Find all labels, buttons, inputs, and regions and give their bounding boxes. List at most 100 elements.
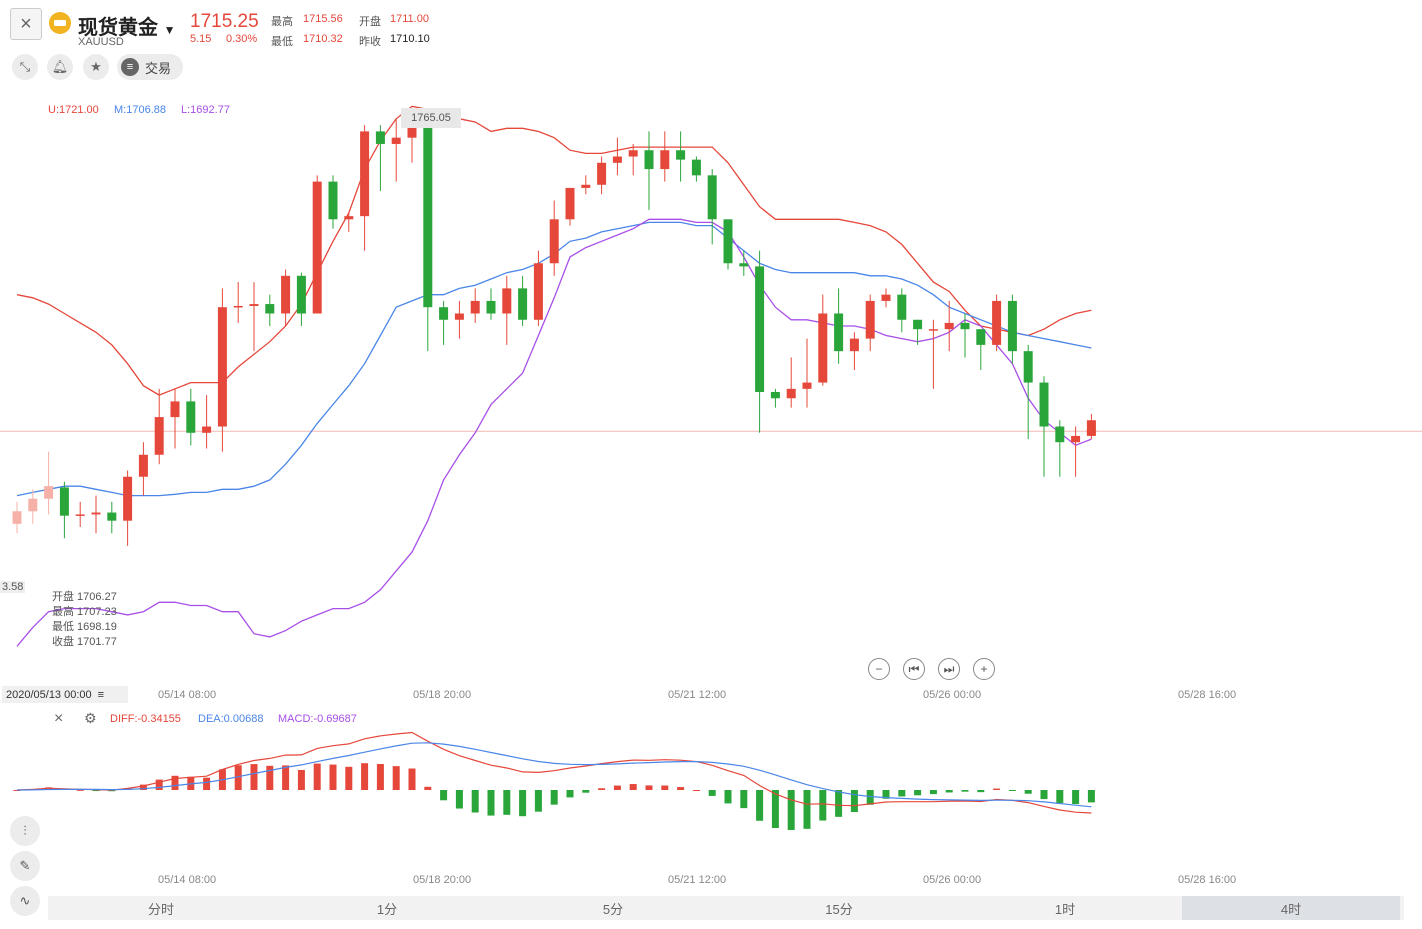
macd-bar [139, 784, 147, 790]
macd-bar [882, 790, 890, 799]
macd-bar [345, 766, 353, 790]
candle-body [518, 288, 528, 320]
macd-bar [787, 790, 795, 830]
high-value: 1715.56 [303, 13, 343, 25]
macd-bar [361, 763, 369, 790]
crosshair-price-label: 3.58 [0, 581, 26, 593]
candle-body [913, 319, 923, 330]
candle-body [375, 131, 385, 144]
scroll-start-button[interactable]: ⏮︎ [903, 658, 925, 680]
boll-lower-label: L:1692.77 [181, 104, 230, 116]
candle-body [581, 184, 591, 188]
macd-bar [519, 790, 527, 817]
macd-bar [203, 777, 211, 790]
max-price-label: 1765.05 [401, 108, 461, 128]
x-tick: 05/21 12:00 [668, 689, 727, 701]
candle-body [217, 307, 227, 427]
boll-lower-line [16, 218, 1092, 647]
candle-body [992, 300, 1002, 345]
expand-icon[interactable]: ⤡ [12, 54, 38, 80]
period-tab-3[interactable]: 15分 [825, 901, 853, 917]
trade-button[interactable]: ≡ 交易 [117, 54, 183, 80]
period-tab-0[interactable]: 分时 [147, 901, 174, 917]
macd-bar [471, 790, 479, 813]
candle-body [470, 300, 480, 314]
macd-bar [1024, 790, 1032, 794]
bell-icon[interactable]: 🔔︎ [47, 54, 73, 80]
macd-diff-label: DIFF:-0.34155 [110, 713, 181, 725]
prev-close-label: 昨收 [359, 36, 381, 48]
candle-body [138, 454, 148, 477]
menu-icon: ≡ [97, 688, 105, 701]
candle-body [439, 307, 449, 320]
boll-upper-line [16, 105, 1092, 396]
macd-bar [329, 764, 337, 790]
macd-bar [661, 785, 669, 790]
period-tab-1[interactable]: 1分 [376, 901, 398, 917]
macd-bar [171, 775, 179, 790]
close-indicator-icon[interactable]: × [54, 710, 64, 727]
macd-bar [708, 790, 716, 796]
candle-body [202, 426, 212, 433]
candle-body [312, 181, 322, 314]
macd-bar [424, 786, 432, 790]
indicator-icon[interactable]: ⫶ [10, 816, 40, 846]
macd-bar [313, 763, 321, 790]
candle-body [249, 304, 259, 306]
candle-body [691, 159, 701, 176]
zoom-out-button[interactable]: − [868, 658, 890, 680]
macd-bar [487, 790, 495, 816]
x-tick-bottom: 05/21 12:00 [668, 874, 727, 886]
macd-bar [819, 790, 827, 821]
boll-middle-label: M:1706.88 [114, 104, 166, 116]
macd-bar [929, 790, 937, 795]
candle-body [1023, 351, 1033, 383]
boll-upper-label: U:1721.00 [48, 104, 99, 116]
macd-bar [1056, 790, 1064, 804]
macd-bar [550, 790, 558, 805]
open-value: 1711.00 [390, 13, 429, 25]
macd-bar [866, 790, 874, 805]
candle-body [170, 401, 180, 418]
cursor-date: 2020/05/13 00:00 ≡ [2, 686, 128, 703]
close-icon: × [20, 12, 32, 35]
x-tick: 05/26 00:00 [923, 689, 982, 701]
candle-body [849, 338, 859, 352]
macd-bar [850, 790, 858, 813]
macd-bar [1040, 790, 1048, 800]
macd-bar [566, 790, 574, 798]
scroll-end-button[interactable]: ⏭︎ [938, 658, 960, 680]
candle-body [676, 150, 686, 160]
x-tick-bottom: 05/28 16:00 [1178, 874, 1237, 886]
zoom-in-button[interactable]: + [973, 658, 995, 680]
settings-icon[interactable]: ⚙︎ [84, 710, 97, 726]
macd-bar [993, 788, 1001, 790]
star-icon[interactable]: ★ [83, 54, 109, 80]
candle-body [533, 263, 543, 320]
candle-body [454, 313, 464, 320]
close-button[interactable]: × [10, 8, 42, 40]
candle-body [407, 125, 417, 138]
macd-diff-line [16, 731, 1092, 814]
period-tab-4[interactable]: 1时 [1054, 901, 1076, 917]
pencil-icon[interactable]: ✎ [10, 851, 40, 881]
macd-bar [756, 790, 764, 821]
macd-bar [250, 764, 258, 790]
macd-bar [898, 790, 906, 797]
instrument-title[interactable]: 现货黄金 ▼ [78, 17, 176, 39]
candle-body [281, 275, 291, 314]
candle-body [597, 162, 607, 185]
x-tick: 05/14 08:00 [158, 689, 217, 701]
candle-body [944, 322, 954, 330]
period-tab-2[interactable]: 5分 [602, 901, 624, 917]
candle-body [344, 216, 354, 220]
drawing-line-icon[interactable]: ∿ [10, 886, 40, 916]
period-bar [48, 896, 1404, 920]
macd-bar [771, 790, 779, 828]
period-tab-5[interactable]: 4时 [1182, 896, 1400, 920]
macd-bar [455, 790, 463, 809]
macd-bar [155, 779, 163, 790]
candle-body [549, 219, 559, 264]
candle-body [28, 498, 38, 512]
